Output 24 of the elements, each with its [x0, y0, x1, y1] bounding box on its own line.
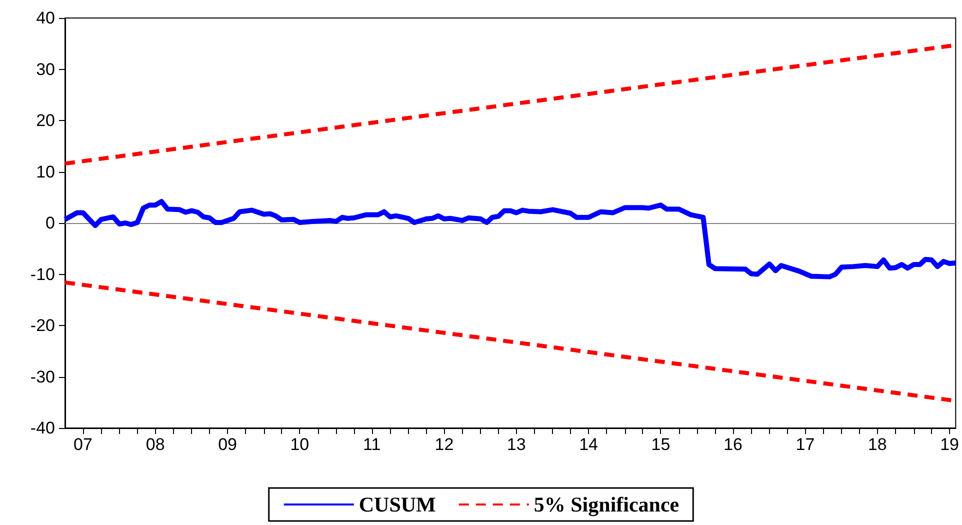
- x-tick-label: 18: [868, 435, 887, 454]
- x-tick-label: 09: [218, 435, 237, 454]
- y-tick-label: 10: [36, 162, 55, 182]
- x-tick-label: 13: [506, 435, 526, 454]
- x-tick-label: 19: [940, 435, 960, 454]
- legend-label: 5% Significance: [534, 492, 680, 516]
- y-tick-label: 20: [36, 111, 55, 130]
- legend-label: CUSUM: [358, 492, 436, 516]
- x-tick-label: 11: [363, 435, 381, 454]
- y-tick-label: -30: [30, 367, 55, 386]
- x-tick-label: 15: [651, 435, 670, 454]
- x-tick-label: 17: [796, 435, 815, 454]
- y-tick-label: -20: [30, 316, 55, 335]
- y-tick-label: -40: [30, 418, 55, 438]
- x-tick-label: 16: [724, 435, 743, 454]
- x-tick-label: 14: [579, 435, 598, 454]
- x-tick-label: 10: [290, 435, 310, 454]
- y-tick-label: 40: [36, 8, 55, 28]
- y-tick-label: 30: [36, 60, 55, 79]
- y-tick-label: 0: [46, 214, 55, 232]
- x-tick-label: 08: [146, 435, 165, 454]
- y-tick-label: -10: [30, 264, 55, 284]
- x-tick-label: 12: [434, 435, 454, 454]
- x-tick-label: 07: [74, 435, 92, 454]
